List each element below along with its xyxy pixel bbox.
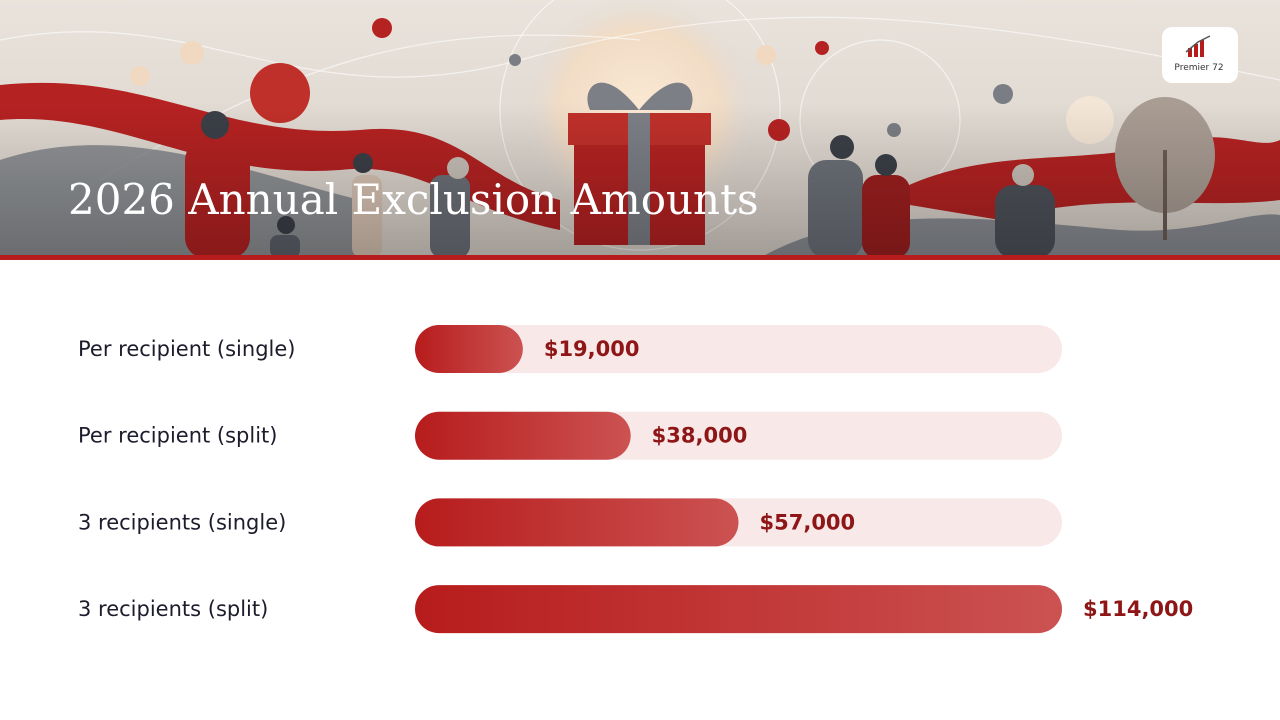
- bar: [415, 411, 631, 460]
- bar: [415, 585, 1062, 634]
- category-label: 3 recipients (split): [78, 597, 268, 621]
- bar: [415, 325, 523, 373]
- plot: Per recipient (single) $19,000 Per recipie…: [78, 325, 1193, 634]
- category-label: Per recipient (split): [78, 424, 277, 448]
- value-label: $57,000: [760, 510, 856, 534]
- value-label: $38,000: [652, 424, 748, 448]
- logo: Premier 72: [1162, 27, 1238, 83]
- logo-text: Premier 72: [1174, 63, 1223, 73]
- category-label: Per recipient (single): [78, 337, 295, 361]
- value-label: $19,000: [544, 337, 640, 361]
- banner: Premier 72 2026 Annual Exclusion Amounts: [0, 0, 1280, 260]
- bar: [415, 498, 739, 547]
- category-label: 3 recipients (single): [78, 510, 286, 534]
- value-label: $114,000: [1083, 597, 1193, 621]
- bar-track: [415, 325, 1062, 373]
- chart-title: 2026 Annual Exclusion Amounts: [68, 175, 759, 224]
